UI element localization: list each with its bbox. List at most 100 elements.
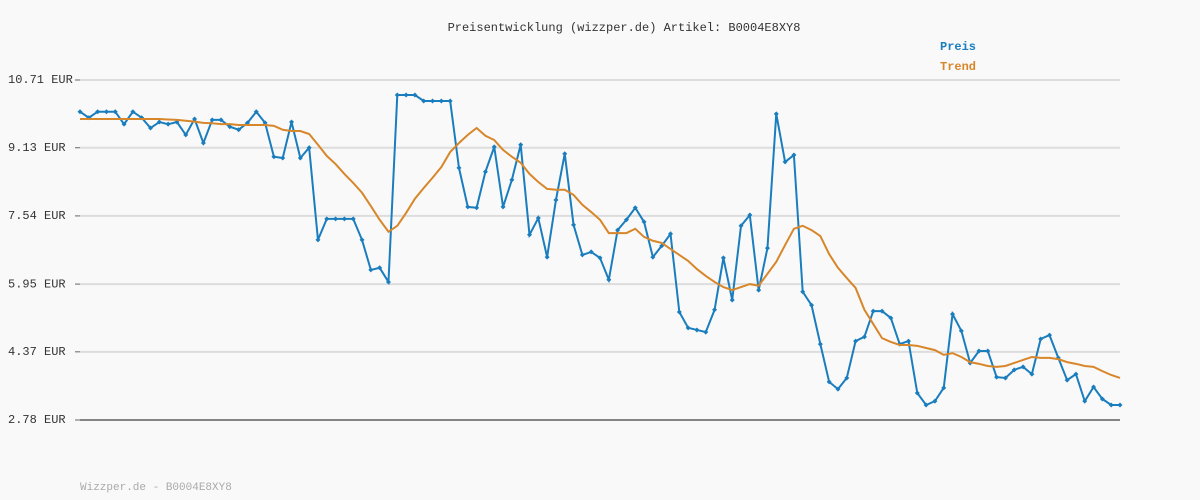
y-tick-label: 7.54 EUR (8, 209, 66, 223)
point-marker (1073, 371, 1079, 377)
point-marker (236, 127, 242, 133)
point-marker (562, 151, 568, 157)
point-marker (606, 277, 612, 283)
point-marker (518, 142, 524, 148)
point-marker (192, 116, 198, 122)
point-marker (412, 92, 418, 98)
point-marker (403, 92, 409, 98)
point-marker (1117, 402, 1123, 408)
point-marker (905, 338, 911, 344)
point-marker (641, 219, 647, 225)
point-marker (227, 124, 233, 130)
point-marker (632, 205, 638, 211)
y-tick-label: 4.37 EUR (8, 345, 66, 359)
point-marker (571, 222, 577, 228)
point-marker (156, 119, 162, 125)
point-marker (1020, 364, 1026, 370)
point-marker (1011, 367, 1017, 373)
point-marker (685, 325, 691, 331)
point-marker (465, 204, 471, 210)
point-marker (341, 216, 347, 222)
point-marker (297, 155, 303, 161)
point-marker (879, 308, 885, 314)
point-marker (509, 177, 515, 183)
point-marker (324, 216, 330, 222)
point-marker (923, 402, 929, 408)
y-tick-label: 5.95 EUR (8, 277, 66, 291)
point-marker (112, 109, 118, 115)
point-marker (1029, 371, 1035, 377)
point-marker (200, 140, 206, 146)
point-marker (668, 231, 674, 237)
point-marker (844, 375, 850, 381)
point-marker (597, 255, 603, 261)
point-marker (1038, 336, 1044, 342)
point-marker (385, 279, 391, 285)
point-marker (315, 237, 321, 243)
point-marker (720, 255, 726, 261)
point-marker (712, 307, 718, 313)
point-marker (738, 223, 744, 229)
point-marker (747, 212, 753, 218)
point-marker (526, 232, 532, 238)
point-marker (1082, 398, 1088, 404)
point-marker (350, 216, 356, 222)
y-tick-label: 9.13 EUR (8, 141, 66, 155)
point-marker (491, 144, 497, 150)
point-marker (650, 254, 656, 260)
point-marker (623, 217, 629, 223)
point-marker (888, 315, 894, 321)
point-marker (756, 287, 762, 293)
point-marker (482, 169, 488, 175)
point-marker (103, 109, 109, 115)
point-marker (289, 119, 295, 125)
point-marker (535, 215, 541, 221)
point-marker (95, 109, 101, 115)
point-marker (615, 227, 621, 233)
point-marker (280, 155, 286, 161)
point-marker (932, 398, 938, 404)
point-marker (368, 267, 374, 273)
point-marker (500, 204, 506, 210)
point-marker (985, 348, 991, 354)
point-marker (438, 98, 444, 104)
point-marker (588, 249, 594, 255)
point-marker (694, 327, 700, 333)
y-tick-label: 2.78 EUR (8, 413, 66, 427)
point-marker (130, 109, 136, 115)
point-marker (941, 385, 947, 391)
point-marker (165, 121, 171, 127)
point-marker (183, 132, 189, 138)
point-marker (218, 117, 224, 123)
point-marker (421, 98, 427, 104)
point-marker (800, 289, 806, 295)
footer: Wizzper.de - B0004E8XY8 (80, 482, 232, 494)
point-marker (474, 205, 480, 211)
point-marker (1046, 332, 1052, 338)
point-marker (209, 117, 215, 123)
point-marker (1064, 377, 1070, 383)
point-marker (579, 252, 585, 258)
point-marker (826, 379, 832, 385)
point-marker (359, 237, 365, 243)
point-marker (835, 386, 841, 392)
point-marker (121, 121, 127, 127)
point-marker (271, 154, 277, 160)
point-marker (544, 254, 550, 260)
point-marker (782, 159, 788, 165)
point-marker (703, 329, 709, 335)
point-marker (861, 334, 867, 340)
point-marker (809, 302, 815, 308)
point-marker (729, 297, 735, 303)
legend-label: Preis (940, 40, 976, 54)
point-marker (914, 390, 920, 396)
point-marker (1002, 375, 1008, 381)
point-marker (77, 109, 83, 115)
point-marker (870, 308, 876, 314)
point-marker (430, 98, 436, 104)
point-marker (773, 111, 779, 117)
point-marker (676, 309, 682, 315)
point-marker (1091, 384, 1097, 390)
